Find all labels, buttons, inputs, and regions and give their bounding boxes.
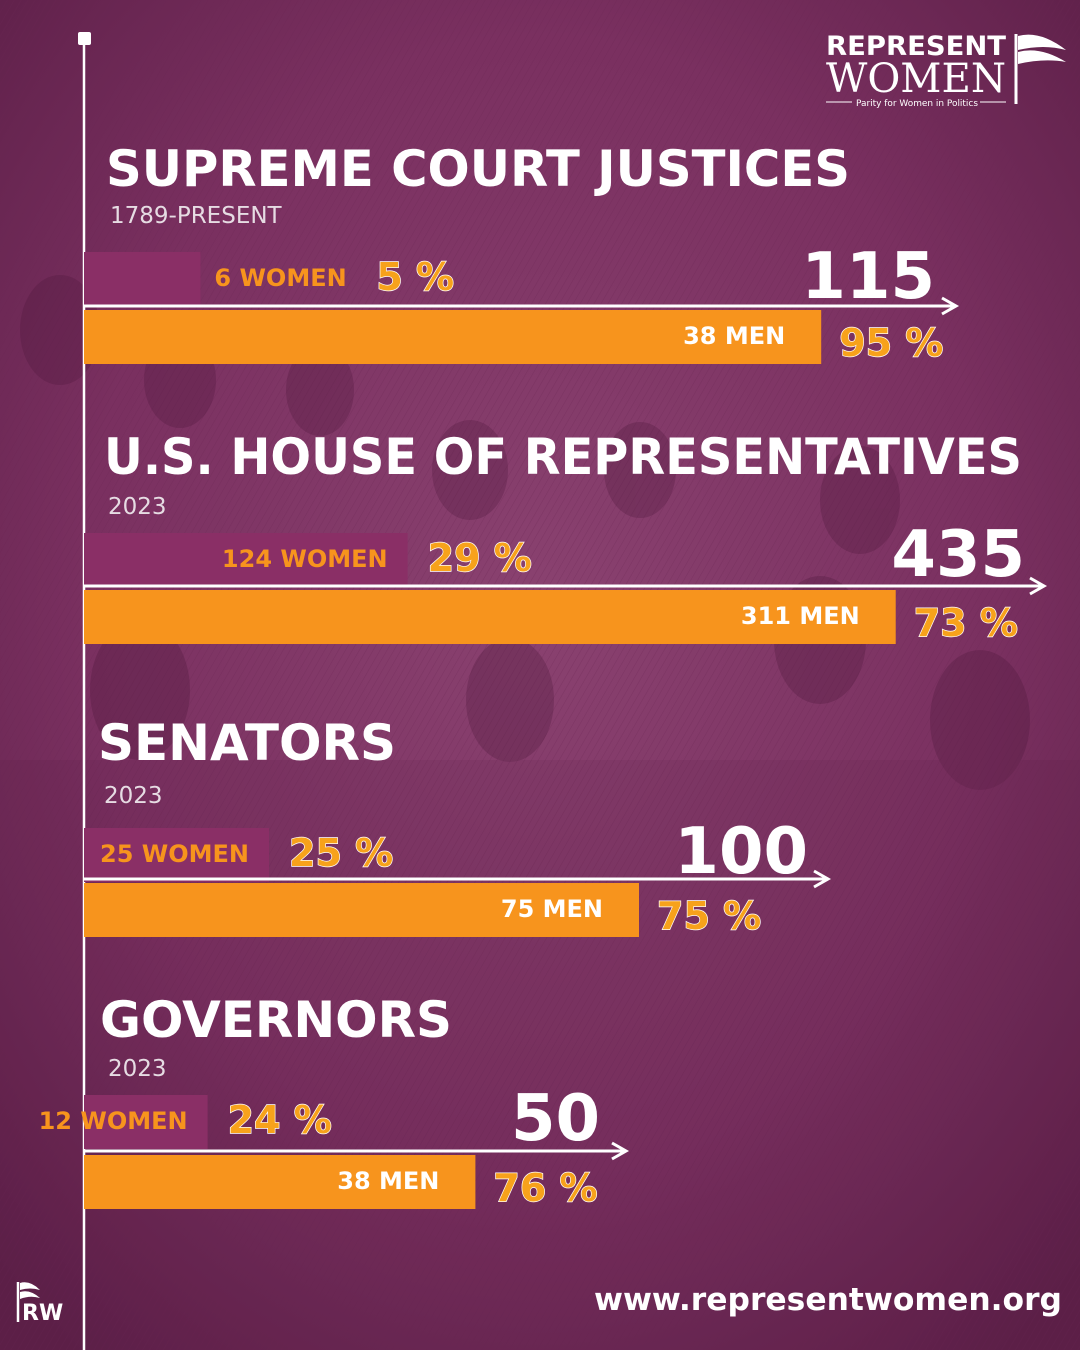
section-title: U.S. HOUSE OF REPRESENTATIVES (104, 428, 1022, 486)
men-percent-label: 73 % (914, 601, 1018, 645)
section-subtitle: 2023 (108, 1056, 167, 1082)
logo-tagline: Parity for Women in Politics (856, 99, 978, 109)
chart-section: SENATORS 2023 25 WOMEN 25 % 100 75 MEN 75 % (84, 714, 832, 939)
women-percent-label: 25 % (289, 831, 393, 875)
arrow-head-icon (1029, 576, 1048, 596)
logo: REPRESENT WOMEN Parity for Women in Poli… (826, 31, 1066, 109)
footer-logo: RW (16, 1282, 63, 1326)
section-title: GOVERNORS (100, 991, 452, 1049)
rw-flag-icon (16, 1282, 40, 1322)
women-count-label: 124 WOMEN (222, 545, 388, 573)
men-bar (84, 590, 896, 644)
men-bar (84, 310, 822, 364)
women-bar (84, 828, 269, 882)
men-count-label: 38 MEN (337, 1167, 439, 1195)
section-total: 115 (801, 240, 935, 314)
section-total: 435 (891, 518, 1025, 592)
men-percent-label: 95 % (839, 321, 943, 365)
arrow-head-icon (813, 869, 832, 889)
men-percent-label: 76 % (493, 1166, 597, 1210)
arrow-head-icon (941, 296, 960, 316)
men-count-label: 311 MEN (741, 602, 860, 630)
logo-line2: WOMEN (826, 56, 1006, 102)
chart-section: U.S. HOUSE OF REPRESENTATIVES 2023 124 WOM… (84, 428, 1048, 646)
men-bar (84, 1155, 476, 1209)
section-subtitle: 2023 (104, 783, 163, 809)
section-subtitle: 1789-PRESENT (110, 203, 283, 229)
women-count-label: 12 WOMEN (39, 1107, 188, 1135)
women-count-label: 25 WOMEN (100, 840, 249, 868)
men-percent-label: 75 % (657, 894, 761, 938)
section-total: 50 (511, 1082, 600, 1156)
chart-sections: SUPREME COURT JUSTICES 1789-PRESENT 6 WOME… (39, 140, 1048, 1211)
women-bar (84, 533, 408, 587)
women-bar (84, 252, 201, 306)
section-title: SUPREME COURT JUSTICES (106, 140, 850, 198)
chart-section: SUPREME COURT JUSTICES 1789-PRESENT 6 WOME… (84, 140, 960, 366)
flag-icon (1014, 34, 1066, 104)
logo-line1: REPRESENT (826, 31, 1007, 62)
men-count-label: 75 MEN (501, 895, 603, 923)
women-percent-label: 5 % (376, 255, 454, 299)
footer-url[interactable]: www.representwomen.org (594, 1282, 1062, 1318)
arrow-head-icon (611, 1141, 630, 1161)
women-percent-label: 24 % (228, 1098, 332, 1142)
section-subtitle: 2023 (108, 494, 167, 520)
men-bar (84, 883, 639, 937)
men-count-label: 38 MEN (683, 322, 785, 350)
women-bar (84, 1095, 208, 1149)
women-count-label: 6 WOMEN (214, 264, 346, 292)
section-title: SENATORS (98, 714, 396, 772)
chart-section: GOVERNORS 2023 12 WOMEN 24 % 50 38 MEN 76 % (39, 991, 630, 1211)
rw-mark: RW (22, 1301, 63, 1326)
women-percent-label: 29 % (428, 536, 532, 580)
section-total: 100 (674, 815, 808, 889)
